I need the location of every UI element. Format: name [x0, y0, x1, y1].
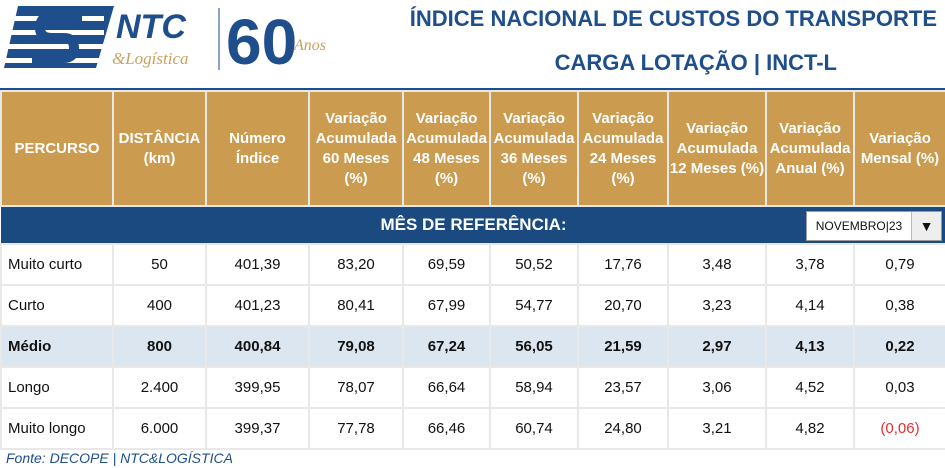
- reference-label: MÊS DE REFERÊNCIA:: [380, 215, 567, 234]
- cell-value: 3,06: [667, 366, 767, 409]
- svg-text:60: 60: [226, 6, 297, 78]
- month-select[interactable]: NOVEMBRO|23 ▼: [806, 211, 942, 241]
- cell-value: 77,78: [308, 407, 404, 450]
- column-header: Variação Acumulada 36 Meses (%): [489, 90, 579, 207]
- cell-value: 4,82: [765, 407, 855, 450]
- table-row: Longo 2.400 399,95 78,07 66,64 58,94 23,57 3,06…: [0, 366, 945, 409]
- cell-value: 67,24: [402, 325, 491, 368]
- cell-value: 50,52: [489, 243, 579, 286]
- column-header: PERCURSO: [0, 90, 114, 207]
- cell-value: 3,48: [667, 243, 767, 286]
- cell-value: 83,20: [308, 243, 404, 286]
- cell-value: 66,64: [402, 366, 491, 409]
- cell-value: 56,05: [489, 325, 579, 368]
- cell-value: 69,59: [402, 243, 491, 286]
- column-header: Variação Acumulada Anual (%): [765, 90, 855, 207]
- cell-value: 800: [112, 325, 207, 368]
- route-name: Médio: [0, 325, 114, 368]
- svg-text:&Logística: &Logística: [112, 49, 189, 68]
- route-name: Curto: [0, 284, 114, 327]
- column-header: Variação Acumulada 12 Meses (%): [667, 90, 767, 207]
- cell-value: 23,57: [577, 366, 669, 409]
- dropdown-arrow-icon[interactable]: ▼: [911, 212, 941, 240]
- cell-value: 399,37: [205, 407, 310, 450]
- cell-value: 4,13: [765, 325, 855, 368]
- column-header: Variação Mensal (%): [853, 90, 945, 207]
- cell-value: 17,76: [577, 243, 669, 286]
- cell-value: 60,74: [489, 407, 579, 450]
- divider: [0, 88, 945, 90]
- cell-value: (0,06): [853, 407, 945, 450]
- table-row: Curto 400 401,23 80,41 67,99 54,77 20,70 3,23 4,…: [0, 284, 945, 327]
- source-footer: Fonte: DECOPE | NTC&LOGÍSTICA: [6, 450, 233, 466]
- cell-value: 3,78: [765, 243, 855, 286]
- table-row: Muito curto 50 401,39 83,20 69,59 50,52 17,76 3…: [0, 243, 945, 286]
- cell-value: 3,21: [667, 407, 767, 450]
- table-row: Médio 800 400,84 79,08 67,24 56,05 21,59 2,97 4,…: [0, 325, 945, 368]
- cell-value: 399,95: [205, 366, 310, 409]
- column-header: DISTÂNCIA (km): [112, 90, 207, 207]
- cell-value: 401,39: [205, 243, 310, 286]
- route-name: Muito curto: [0, 243, 114, 286]
- route-name: Longo: [0, 366, 114, 409]
- column-header: Variação Acumulada 60 Meses (%): [308, 90, 404, 207]
- cell-value: 21,59: [577, 325, 669, 368]
- cell-value: 0,22: [853, 325, 945, 368]
- cell-value: 0,38: [853, 284, 945, 327]
- cell-value: 2.400: [112, 366, 207, 409]
- cell-value: 2,97: [667, 325, 767, 368]
- cell-value: 0,03: [853, 366, 945, 409]
- cell-value: 79,08: [308, 325, 404, 368]
- month-value: NOVEMBRO|23: [815, 219, 903, 233]
- cell-value: 78,07: [308, 366, 404, 409]
- column-header: Número Índice: [205, 90, 310, 207]
- column-header: Variação Acumulada 48 Meses (%): [402, 90, 491, 207]
- column-header: Variação Acumulada 24 Meses (%): [577, 90, 669, 207]
- cell-value: 6.000: [112, 407, 207, 450]
- route-name: Muito longo: [0, 407, 114, 450]
- cell-value: 20,70: [577, 284, 669, 327]
- cell-value: 66,46: [402, 407, 491, 450]
- cell-value: 58,94: [489, 366, 579, 409]
- cell-value: 0,79: [853, 243, 945, 286]
- cell-value: 401,23: [205, 284, 310, 327]
- table-row: Muito longo 6.000 399,37 77,78 66,46 60,74 24,…: [0, 407, 945, 450]
- index-table: MÊS DE REFERÊNCIA: NOVEMBRO|23 ▼ PERCURSO…: [0, 90, 945, 450]
- page-title: ÍNDICE NACIONAL DE CUSTOS DO TRANSPORTE: [409, 6, 937, 31]
- cell-value: 50: [112, 243, 207, 286]
- cell-value: 3,23: [667, 284, 767, 327]
- svg-text:NTC: NTC: [116, 8, 186, 46]
- cell-value: 67,99: [402, 284, 491, 327]
- cell-value: 24,80: [577, 407, 669, 450]
- cell-value: 80,41: [308, 284, 404, 327]
- reference-row: MÊS DE REFERÊNCIA: NOVEMBRO|23 ▼: [1, 206, 945, 244]
- page-subtitle: CARGA LOTAÇÃO | INCT-L: [554, 50, 837, 75]
- cell-value: 54,77: [489, 284, 579, 327]
- cell-value: 400: [112, 284, 207, 327]
- cell-value: 4,14: [765, 284, 855, 327]
- ntc-logo: NTC &Logística 60 Anos: [4, 6, 326, 78]
- cell-value: 400,84: [205, 325, 310, 368]
- svg-text:Anos: Anos: [293, 37, 326, 54]
- cell-value: 4,52: [765, 366, 855, 409]
